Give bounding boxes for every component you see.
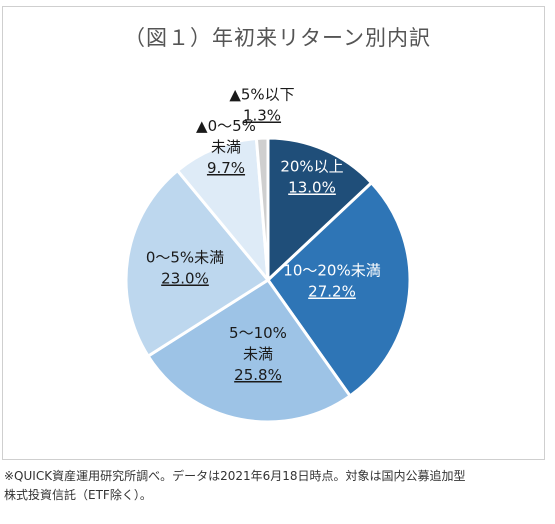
slice-label-5: ▲0～5% 未満 9.7% [196,117,256,177]
slice-category-label: 未満 [243,345,273,363]
pie-slice-3 [146,278,352,424]
source-note-line-2: 株式投資信託（ETF除く）。 [4,488,152,502]
pie-slice-1 [266,136,374,282]
slice-label-2: 10～20%未満 27.2% [283,262,380,301]
slice-value-label: 23.0% [161,270,209,288]
slice-category-label: 5～10% [229,324,287,342]
slice-category-label: 20%以上 [280,158,343,176]
slice-value-label: 13.0% [288,179,336,197]
slice-category-label: ▲5%以下 [229,86,294,104]
slice-value-label: 25.8% [234,366,282,384]
slice-value-label: 9.7% [207,159,245,177]
pie-slice-5 [175,136,270,282]
source-note: ※QUICK資産運用研究所調べ。データは2021年6月18日時点。対象は国内公募… [4,467,552,505]
slice-label-3: 5～10% 未満 25.8% [229,324,287,384]
source-note-line-1: ※QUICK資産運用研究所調べ。データは2021年6月18日時点。対象は国内公募… [4,469,466,483]
slice-value-label: 27.2% [308,283,356,301]
slice-label-6: ▲5%以下 1.3% [229,86,294,125]
slice-category-label: 10～20%未満 [283,262,380,280]
slice-label-4: 0～5%未満 23.0% [146,249,224,288]
pie-slice-4 [124,169,270,358]
chart-title: （図１）年初来リターン別内訳 [124,26,431,50]
pie-slice-6 [254,136,270,282]
slice-category-label: 未満 [211,138,241,156]
slice-label-1: 20%以上 13.0% [280,158,343,197]
slice-category-label: 0～5%未満 [146,249,224,267]
pie-slice-2 [266,181,412,398]
pie-chart: 20%以上 13.0% 10～20%未満 27.2% 5～10% 未満 25.8% 0～5%未… [124,86,412,424]
slice-value-label: 1.3% [243,107,281,125]
slice-category-label: ▲0～5% [196,117,256,135]
